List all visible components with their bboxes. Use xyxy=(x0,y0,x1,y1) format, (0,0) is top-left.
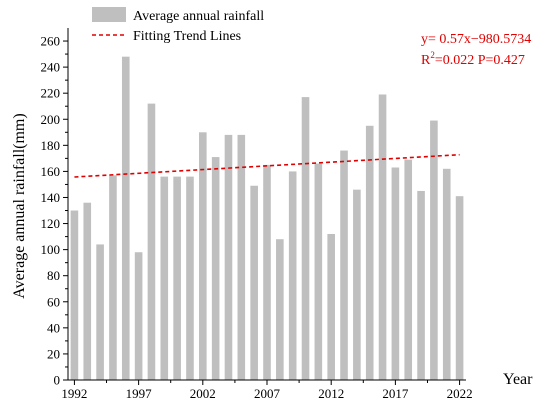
x-tick-label-2012: 2012 xyxy=(318,386,344,401)
y-tick-label-180: 180 xyxy=(41,138,61,153)
bar-2001 xyxy=(186,176,194,380)
bar-2007 xyxy=(263,164,271,380)
r-squared-superscript: 2 xyxy=(430,50,435,60)
x-axis-title: Year xyxy=(503,371,533,388)
bar-2013 xyxy=(340,150,348,380)
y-tick-label-80: 80 xyxy=(47,268,60,283)
bar-2010 xyxy=(301,97,310,380)
r-squared-prefix: R xyxy=(421,53,431,68)
x-tick-label-2017: 2017 xyxy=(382,386,409,401)
bar-2017 xyxy=(391,167,400,380)
bar-2002 xyxy=(199,132,207,380)
x-tick-label-2022: 2022 xyxy=(447,386,473,401)
bar-1997 xyxy=(134,252,143,380)
y-tick-label-240: 240 xyxy=(41,60,61,75)
bar-1994 xyxy=(96,244,104,380)
legend-label-rainfall: Average annual rainfall xyxy=(133,9,264,24)
y-tick-label-120: 120 xyxy=(41,216,61,231)
y-tick-label-40: 40 xyxy=(47,320,60,335)
x-tick-label-2007: 2007 xyxy=(254,386,281,401)
bar-2011 xyxy=(314,163,323,380)
legend: Average annual rainfall Fitting Trend Li… xyxy=(92,7,264,44)
bar-2000 xyxy=(173,176,181,380)
y-tick-label-160: 160 xyxy=(41,164,61,179)
y-tick-label-200: 200 xyxy=(41,112,61,127)
y-tick-label-260: 260 xyxy=(41,34,61,49)
r-squared-and-p-value: =0.022 P=0.427 xyxy=(435,53,525,68)
bar-2009 xyxy=(288,171,297,380)
bar-1998 xyxy=(147,103,156,381)
x-tick-label-1992: 1992 xyxy=(61,386,87,401)
trend-line xyxy=(74,153,460,178)
bar-1999 xyxy=(160,176,169,380)
bar-2014 xyxy=(353,189,361,380)
bar-group xyxy=(70,56,464,381)
bar-2020 xyxy=(430,120,438,380)
y-axis-title: Average annual rainfall(mm) xyxy=(11,113,28,298)
y-tick-label-60: 60 xyxy=(47,294,60,309)
bar-2003 xyxy=(211,157,220,380)
bar-2012 xyxy=(327,233,335,380)
bar-2016 xyxy=(378,94,387,381)
bar-2008 xyxy=(276,239,284,380)
y-tick-label-0: 0 xyxy=(54,373,61,388)
bar-2021 xyxy=(442,168,451,380)
legend-label-trend: Fitting Trend Lines xyxy=(133,29,241,44)
x-tick-label-2002: 2002 xyxy=(190,386,216,401)
legend-swatch-rainfall xyxy=(92,7,126,22)
bar-1996 xyxy=(121,56,130,381)
fit-statistics: R2=0.022 P=0.427 xyxy=(421,50,525,68)
bar-2005 xyxy=(237,134,246,380)
fit-annotation: y= 0.57x−980.5734 R2=0.022 P=0.427 xyxy=(421,32,531,68)
y-tick-label-100: 100 xyxy=(41,242,61,257)
y-tick-label-220: 220 xyxy=(41,86,61,101)
bar-2006 xyxy=(250,185,258,380)
bar-1993 xyxy=(83,202,92,380)
bar-2004 xyxy=(224,134,233,380)
y-tick-label-140: 140 xyxy=(41,190,61,205)
bar-2015 xyxy=(365,125,374,380)
y-tick-label-20: 20 xyxy=(47,346,60,361)
bar-2019 xyxy=(417,190,425,380)
bar-1995 xyxy=(109,175,117,380)
bar-2022 xyxy=(455,196,464,380)
bar-1992 xyxy=(70,210,79,380)
trend-line-group xyxy=(74,153,460,178)
bar-2018 xyxy=(404,159,413,380)
fit-equation: y= 0.57x−980.5734 xyxy=(421,32,531,47)
x-tick-label-1997: 1997 xyxy=(126,386,153,401)
axes-group: 0 20 40 60 80 100 120 140 160 180 200 220 240 260 1992… xyxy=(41,28,473,401)
